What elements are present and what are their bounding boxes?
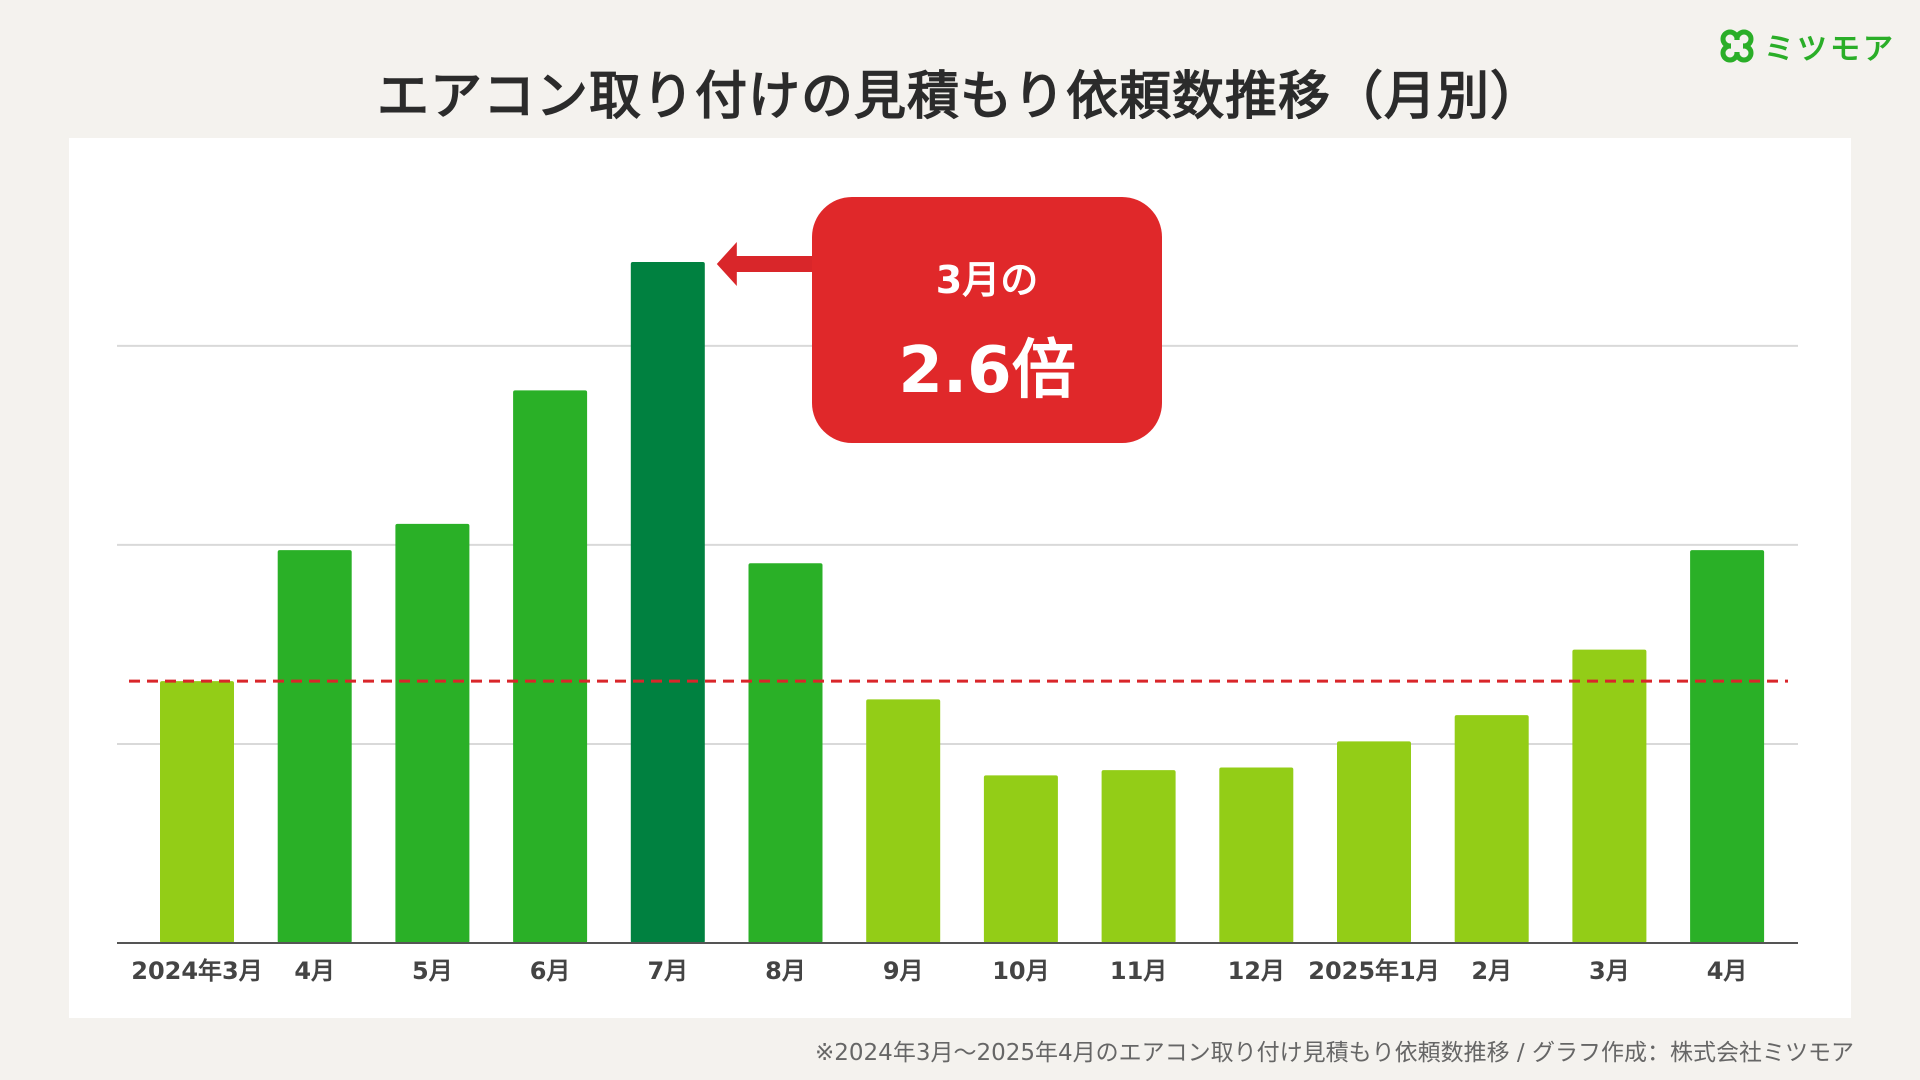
x-tick-label: 12月: [1228, 957, 1285, 985]
callout-multiplier: 2.6倍: [898, 334, 1076, 408]
callout-label: 3月の: [935, 258, 1039, 302]
x-tick-label: 4月: [294, 957, 335, 985]
bar: [1219, 767, 1294, 943]
annotation-arrow-head: [716, 242, 737, 286]
bar: [513, 390, 588, 943]
logo-text: ミツモア: [1764, 32, 1896, 67]
bar: [983, 775, 1058, 943]
bar: [630, 262, 705, 943]
annotation-arrow-shaft: [730, 256, 816, 272]
clover-logo-icon: [1720, 29, 1754, 63]
bar: [1690, 550, 1765, 943]
x-tick-label: 7月: [647, 957, 688, 985]
bar: [1337, 741, 1411, 943]
x-tick-label: 2月: [1471, 957, 1512, 985]
x-tick-label: 6月: [530, 957, 571, 985]
bar: [160, 681, 234, 943]
page-title: エアコン取り付けの見積もり依頼数推移（月別）: [376, 67, 1543, 127]
bar-chart: 2024年3月 4月 5月 6月 7月 8月 9月 10月 11月 12月 2025年1月 2月 3月 4…: [117, 242, 1798, 985]
x-tick-label: 8月: [765, 957, 806, 985]
bar: [1101, 770, 1176, 943]
brand-logo: ミツモア: [1720, 26, 1896, 67]
x-tick-label: 4月: [1707, 957, 1748, 985]
source-note: ※2024年3月〜2025年4月のエアコン取り付け見積もり依頼数推移 / グラフ…: [815, 1040, 1854, 1066]
bar: [866, 699, 941, 943]
x-tick-label: 10月: [992, 957, 1049, 985]
x-tick-label: 2025年1月: [1308, 957, 1440, 985]
bar: [748, 563, 823, 943]
x-tick-label: 11月: [1110, 957, 1167, 985]
bar: [277, 550, 352, 943]
x-tick-label: 5月: [412, 957, 453, 985]
x-tick-label: 9月: [883, 957, 924, 985]
bar: [395, 523, 470, 943]
annotation-callout: 3月の 2.6倍: [812, 197, 1162, 443]
x-tick-label: 3月: [1589, 957, 1630, 985]
x-tick-label: 2024年3月: [131, 957, 263, 985]
bar: [1572, 649, 1647, 943]
bar: [1454, 715, 1529, 943]
